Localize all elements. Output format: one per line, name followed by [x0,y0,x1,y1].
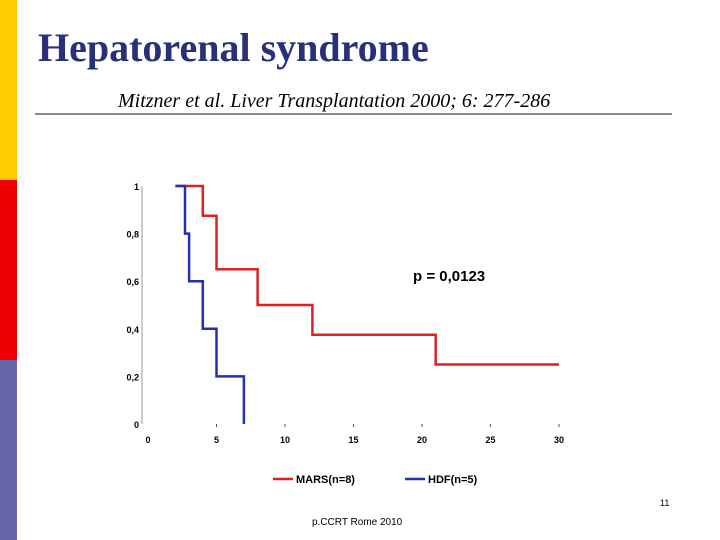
title-divider [35,113,672,115]
chart-axes: 00,20,40,60,810 5 10 15 20 25 30 [126,182,564,445]
x-tick-label: 25 [485,435,495,445]
series-hdf-line [175,184,246,424]
page-title: Hepatorenal syndrome [38,25,429,70]
legend-label-hdf: HDF(n=5) [428,474,478,486]
y-tick-label: 1 [134,182,139,192]
y-tick-label: 0,6 [126,277,139,287]
x-tick-label: 15 [348,435,358,445]
series-mars-line [175,184,559,366]
x-tick-label: 30 [554,435,564,445]
stripe-red [0,180,17,360]
footer-text: p.CCRT Rome 2010 [312,517,403,528]
x-tick-label: 0 [145,435,150,445]
chart-legend: MARS(n=8) HDF(n=5) [273,474,478,486]
citation: Mitzner et al. Liver Transplantation 200… [118,90,551,112]
slide-number: 11 [660,498,670,508]
y-tick-label: 0,8 [126,230,139,240]
y-tick-label: 0 [134,420,139,430]
y-tick-label: 0,2 [126,372,139,382]
x-tick-label: 5 [214,435,219,445]
x-tick-label: 10 [280,435,290,445]
legend-label-mars: MARS(n=8) [296,474,355,486]
y-tick-label: 0,4 [126,325,139,335]
p-value-annotation: p = 0,0123 [413,268,485,285]
stripe-purple [0,360,17,540]
x-tick-label: 20 [417,435,427,445]
stripe-yellow [0,0,17,180]
chart-series [175,184,559,424]
